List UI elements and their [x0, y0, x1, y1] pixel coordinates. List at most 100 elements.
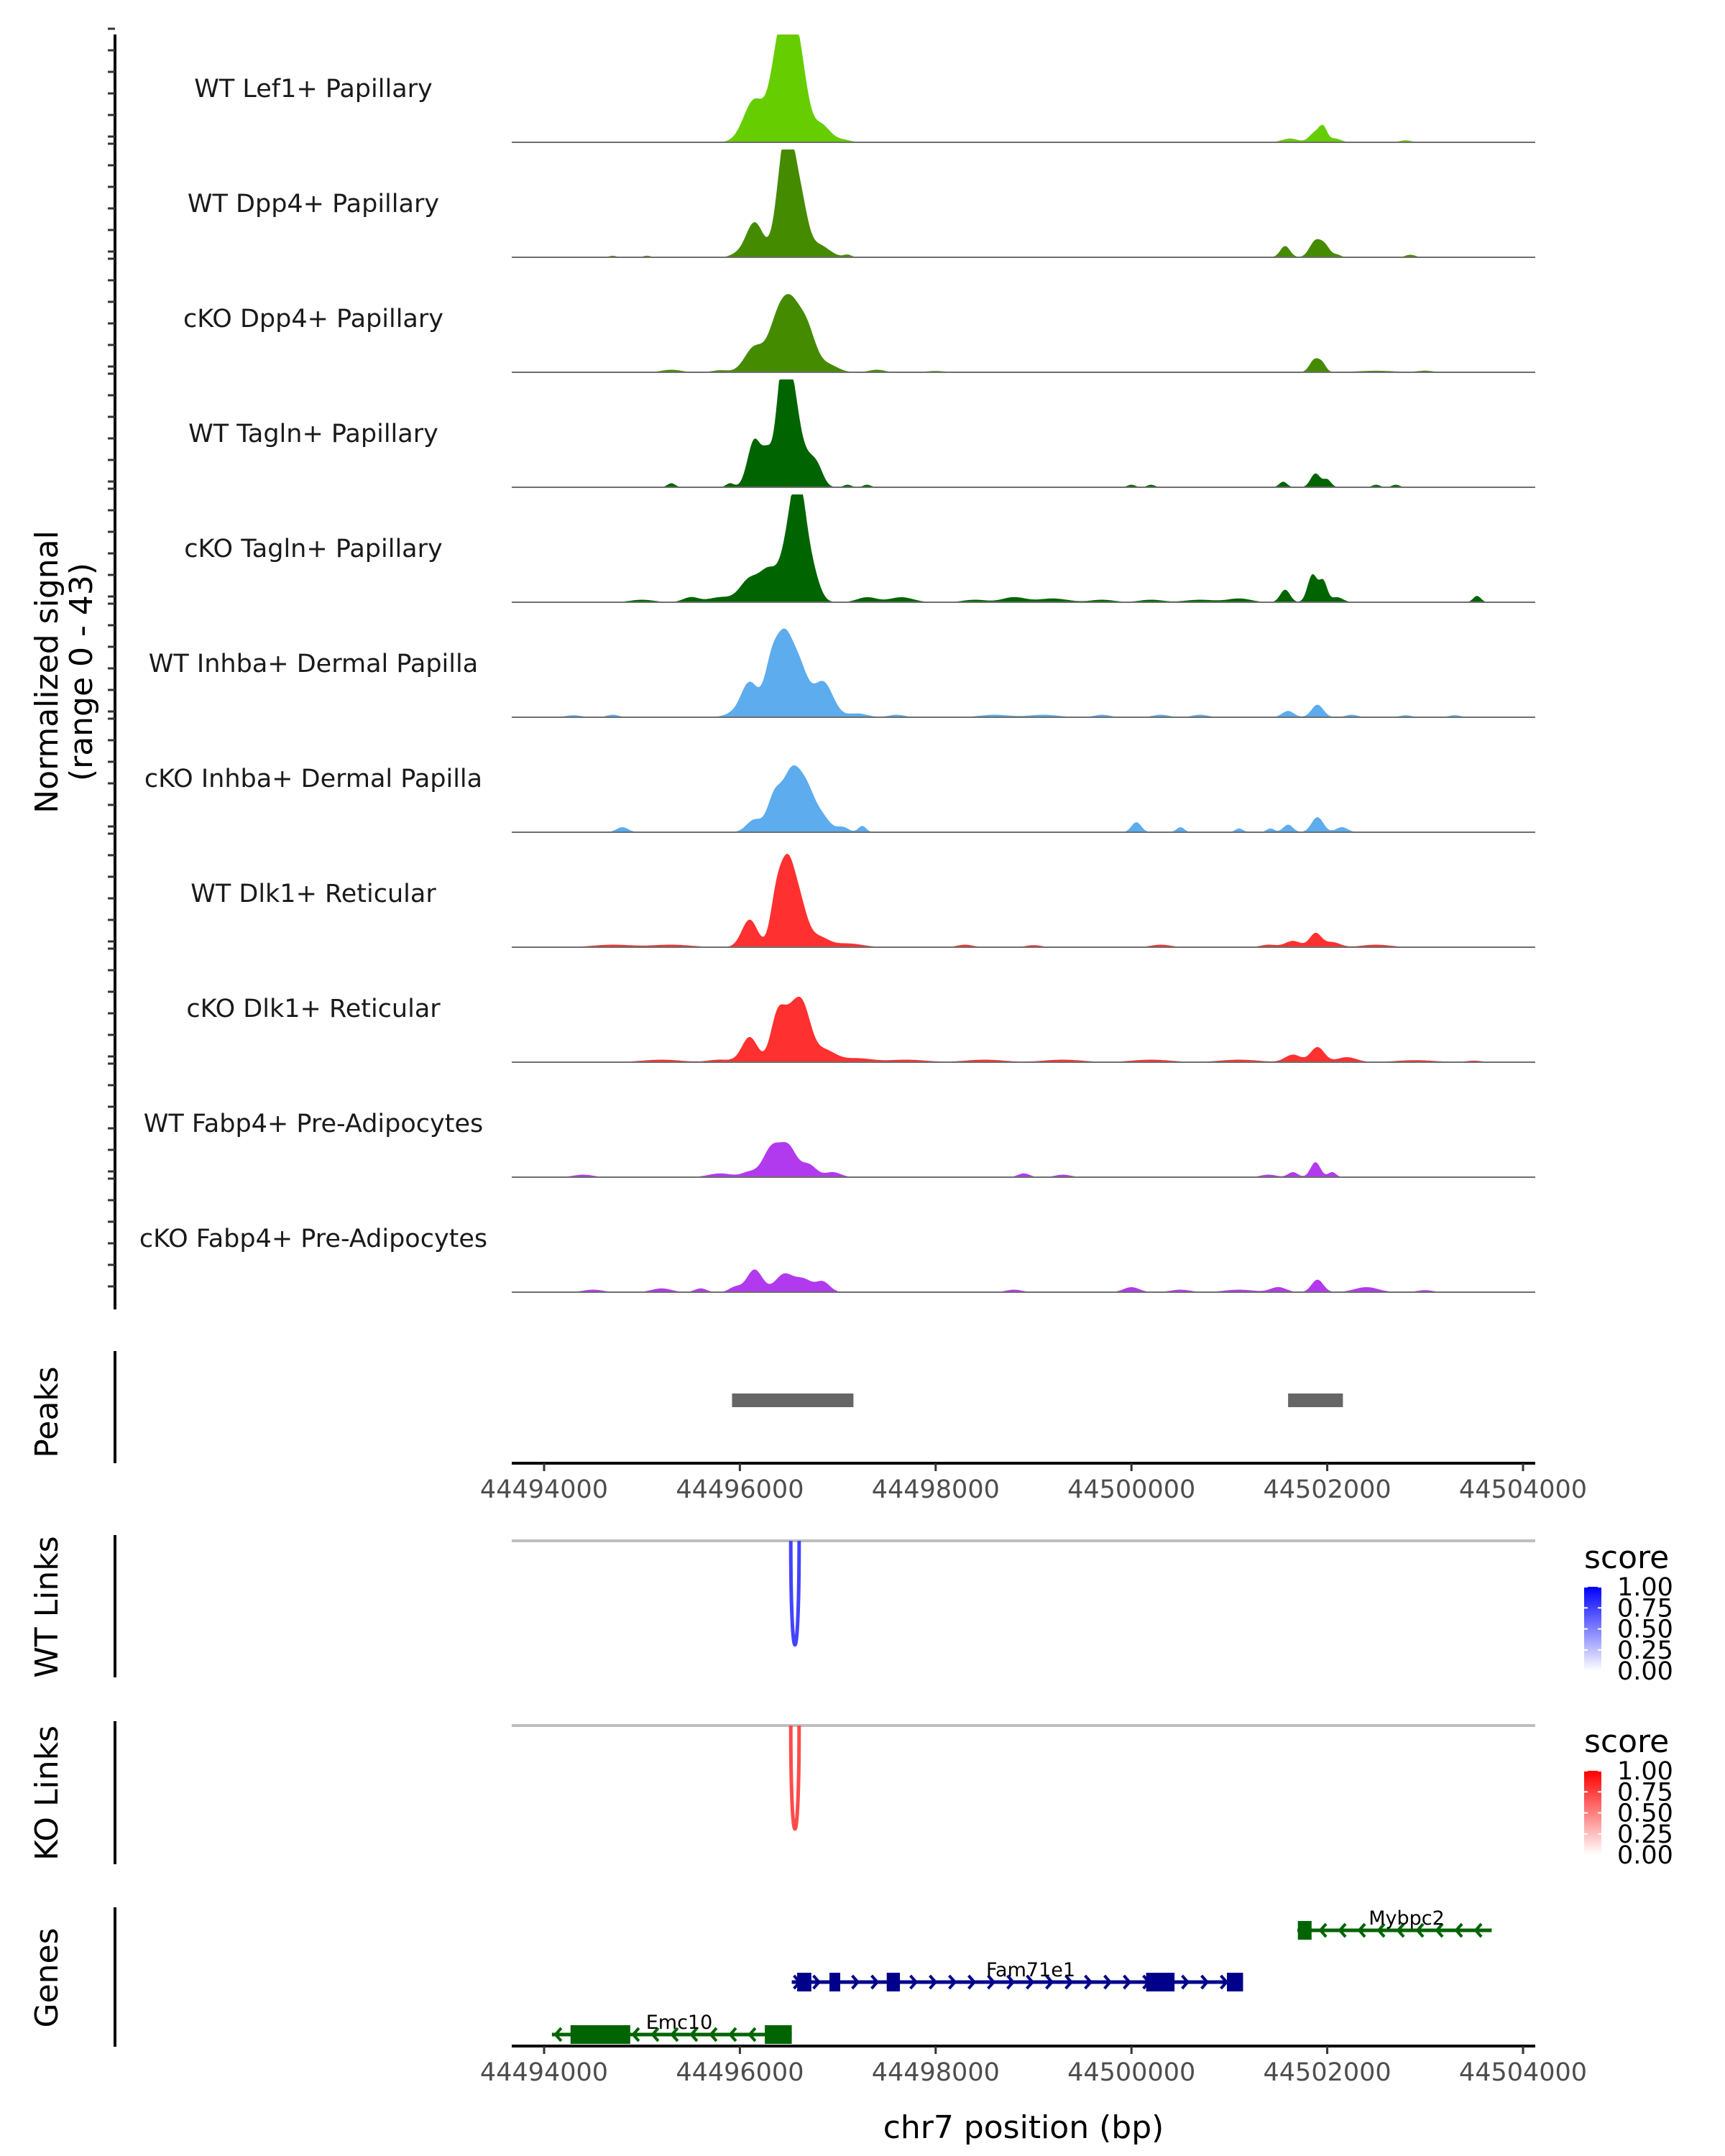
legend-tick-label: 0.50 — [1617, 1800, 1673, 1828]
legend-tick-label: 0.00 — [1617, 1841, 1673, 1870]
strand-arrow-left-icon — [1473, 1922, 1483, 1938]
legend-tick-label: 1.00 — [1617, 1573, 1673, 1602]
link-arc — [788, 1725, 801, 1831]
exon — [829, 1973, 841, 1991]
strand-arrow-right-icon — [1200, 1974, 1210, 1990]
track-label: WT Tagln+ Papillary — [188, 420, 438, 448]
strand-arrow-right-icon — [1220, 1974, 1229, 1990]
wt-links-panel: WT Links — [29, 1535, 1535, 1678]
coverage-track: cKO Dlk1+ Reticular — [186, 995, 1535, 1063]
strand-arrow-left-icon — [670, 2027, 679, 2042]
x-tick-label: 44500000 — [1067, 1475, 1195, 1504]
coverage-y-ticks — [108, 27, 115, 1288]
coverage-y-title-line2: (range 0 - 43) — [63, 563, 100, 781]
coverage-track: WT Tagln+ Papillary — [188, 379, 1535, 488]
strand-arrow-right-icon — [1123, 1974, 1132, 1990]
coverage-area — [512, 628, 1535, 717]
strand-arrow-left-icon — [1396, 1922, 1405, 1938]
ko-links-label: KO Links — [29, 1726, 65, 1861]
x-tick-label: 44498000 — [872, 1475, 1000, 1504]
track-label: WT Fabp4+ Pre-Adipocytes — [144, 1110, 483, 1138]
track-label: cKO Dpp4+ Papillary — [183, 305, 443, 333]
coverage-area — [512, 34, 1535, 142]
exon — [797, 1973, 811, 1991]
track-label: WT Inhba+ Dermal Papilla — [149, 650, 478, 678]
track-label: cKO Inhba+ Dermal Papilla — [144, 765, 482, 793]
coverage-track: WT Dpp4+ Papillary — [188, 149, 1535, 258]
x-tick-label: 44496000 — [676, 2058, 804, 2087]
peaks-label: Peaks — [29, 1366, 65, 1457]
coverage-track: WT Dlk1+ Reticular — [190, 854, 1535, 948]
track-label: cKO Tagln+ Papillary — [184, 535, 443, 563]
strand-arrow-right-icon — [929, 1974, 938, 1990]
coverage-area — [512, 494, 1535, 602]
strand-arrow-left-icon — [1454, 1922, 1463, 1938]
track-label: WT Dlk1+ Reticular — [190, 880, 436, 908]
coverage-area — [512, 149, 1535, 257]
coverage-track: cKO Dpp4+ Papillary — [183, 294, 1535, 373]
exon — [570, 2025, 630, 2044]
exon — [1146, 1973, 1175, 1991]
strand-arrow-left-icon — [748, 2027, 757, 2042]
strand-arrow-right-icon — [987, 1974, 996, 1990]
x-tick-label: 44498000 — [872, 2058, 1000, 2087]
peaks-x-ticks: 44494000 44496000 44498000 44500000 44502000… — [480, 1463, 1587, 1504]
coverage-track: WT Inhba+ Dermal Papilla — [149, 628, 1535, 718]
genes-x-ticks: 44494000 44496000 44498000 44500000 44502000… — [480, 2046, 1587, 2087]
strand-arrow-right-icon — [967, 1974, 977, 1990]
ko-legend-title: score — [1584, 1723, 1669, 1760]
gene-model: Emc10 — [551, 2012, 792, 2044]
coverage-track: cKO Tagln+ Papillary — [184, 494, 1535, 603]
coverage-area — [512, 1142, 1535, 1177]
track-label: WT Dpp4+ Papillary — [188, 190, 439, 218]
track-label: WT Lef1+ Papillary — [194, 75, 433, 103]
coverage-area — [512, 294, 1535, 372]
exon — [765, 2025, 792, 2044]
x-tick-label: 44500000 — [1067, 2058, 1195, 2087]
peak-region — [732, 1393, 854, 1407]
gene-model: Fam71e1 — [791, 1959, 1243, 1991]
legend-tick-label: 1.00 — [1617, 1757, 1673, 1786]
peak-regions — [732, 1393, 1343, 1407]
strand-arrow-left-icon — [553, 2027, 563, 2042]
peak-region — [1288, 1393, 1343, 1407]
x-tick-label: 44494000 — [480, 2058, 608, 2087]
track-label: cKO Fabp4+ Pre-Adipocytes — [139, 1225, 487, 1253]
strand-arrow-right-icon — [909, 1974, 919, 1990]
coverage-y-title-line1: Normalized signal — [29, 530, 65, 814]
wt-links-label: WT Links — [29, 1536, 65, 1677]
x-tick-label: 44494000 — [480, 1475, 608, 1504]
strand-arrow-right-icon — [948, 1974, 957, 1990]
exon — [1297, 1921, 1312, 1940]
coverage-tracks: WT Lef1+ Papillary WT Dpp4+ Papillary cKO … — [139, 34, 1535, 1293]
genes-panel: Genes Mybpc2 Fam71e1 Emc10 44494000 4449600… — [29, 1907, 1587, 2146]
strand-arrow-left-icon — [1415, 1922, 1425, 1938]
strand-arrow-left-icon — [1376, 1922, 1386, 1938]
strand-arrow-right-icon — [812, 1974, 822, 1990]
x-axis-title: chr7 position (bp) — [883, 2109, 1164, 2146]
strand-arrow-left-icon — [631, 2027, 640, 2042]
coverage-panel: Normalized signal (range 0 - 43) WT Lef1… — [29, 27, 1535, 1309]
gene-model: Mybpc2 — [1297, 1907, 1492, 1940]
strand-arrow-right-icon — [870, 1974, 880, 1990]
coverage-track: cKO Inhba+ Dermal Papilla — [144, 765, 1535, 833]
strand-arrow-left-icon — [728, 2027, 737, 2042]
peaks-panel: Peaks 44494000 44496000 44498000 44500000 44… — [29, 1351, 1587, 1504]
gene-name-label: Emc10 — [646, 2012, 713, 2034]
wt-links-arcs — [788, 1540, 801, 1647]
genes-label: Genes — [29, 1927, 65, 2027]
legend-tick-label: 0.00 — [1617, 1657, 1673, 1686]
x-tick-label: 44504000 — [1459, 1475, 1587, 1504]
wt-legend-ticks: 1.000.750.500.250.00 — [1584, 1573, 1673, 1686]
strand-arrow-left-icon — [1357, 1922, 1366, 1938]
exon — [1226, 1973, 1243, 1991]
coverage-track: cKO Fabp4+ Pre-Adipocytes — [139, 1225, 1535, 1293]
link-arc — [788, 1540, 801, 1647]
strand-arrow-right-icon — [1045, 1974, 1054, 1990]
ko-links-arcs — [788, 1725, 801, 1831]
track-label: cKO Dlk1+ Reticular — [186, 995, 441, 1023]
coverage-track: WT Lef1+ Papillary — [194, 34, 1535, 143]
coverage-area — [512, 854, 1535, 947]
strand-arrow-right-icon — [851, 1974, 860, 1990]
